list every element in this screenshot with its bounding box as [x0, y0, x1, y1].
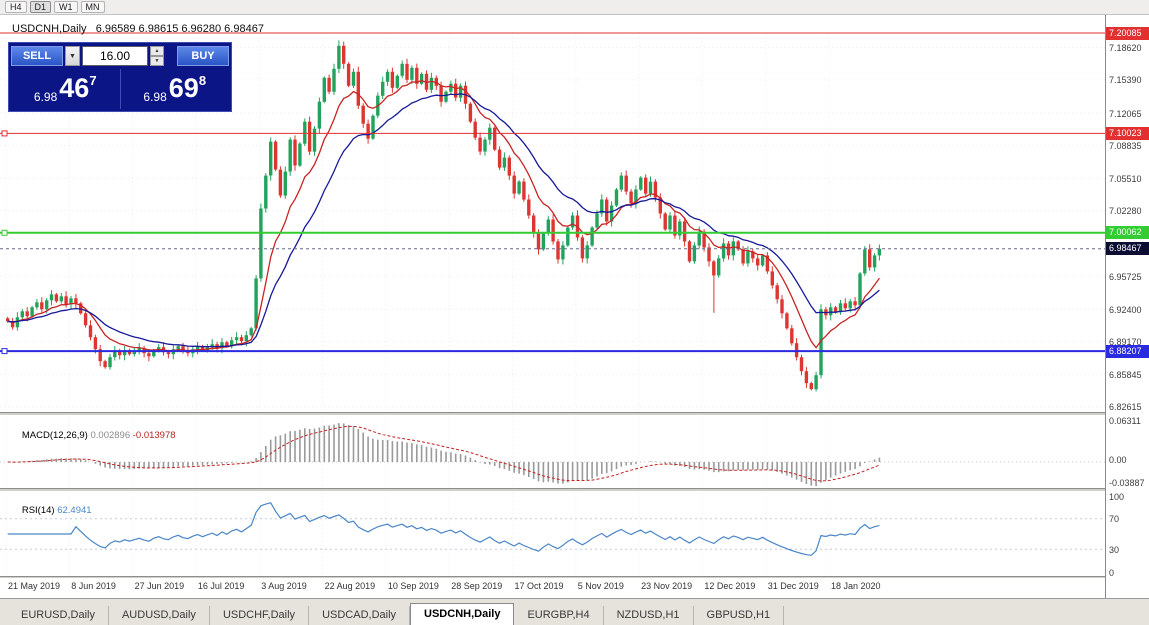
tab-nzdusd-h1[interactable]: NZDUSD,H1	[604, 606, 694, 625]
date-label: 5 Nov 2019	[577, 581, 624, 591]
bid-big-digits: 46	[59, 73, 90, 103]
volume-input[interactable]	[82, 46, 148, 66]
volume-down-button[interactable]: ▼	[150, 56, 164, 66]
price-chart-canvas	[0, 15, 1105, 598]
date-label: 17 Oct 2019	[514, 581, 564, 591]
rsi-axis-label: 30	[1109, 544, 1120, 555]
date-label: 23 Nov 2019	[641, 581, 693, 591]
bid-price-display: 6.98 46 7	[11, 69, 121, 109]
ask-big-digits: 69	[168, 73, 199, 103]
rsi-axis-label: 0	[1109, 567, 1115, 578]
date-label: 8 Jun 2019	[71, 581, 116, 591]
timeframe-button-h4[interactable]: H4	[5, 1, 27, 13]
trade-dropdown-button[interactable]: ▼	[65, 46, 80, 66]
timeframe-button-d1[interactable]: D1	[29, 1, 52, 13]
date-label: 31 Dec 2019	[767, 581, 819, 591]
price-tick: 7.18620	[1109, 43, 1142, 54]
trade-controls-row: SELL ▼ ▲ ▼ BUY	[11, 45, 229, 67]
ask-prefix: 6.98	[143, 90, 167, 104]
price-tick: 7.15390	[1109, 75, 1142, 86]
tab-usdchf-daily[interactable]: USDCHF,Daily	[210, 606, 310, 625]
price-tick: 7.02280	[1109, 206, 1142, 217]
timeframe-button-mn[interactable]: MN	[80, 1, 105, 13]
timeframe-button-w1[interactable]: W1	[54, 1, 78, 13]
tab-gbpusd-h1[interactable]: GBPUSD,H1	[694, 606, 785, 625]
volume-stepper: ▲ ▼	[150, 46, 164, 66]
buy-button[interactable]: BUY	[177, 46, 229, 66]
sell-button[interactable]: SELL	[11, 46, 63, 66]
price-tick: 7.12065	[1109, 108, 1142, 119]
price-tick: 6.95725	[1109, 271, 1142, 282]
current-price-badge: 6.98467	[1106, 242, 1149, 256]
date-label: 21 May 2019	[8, 581, 61, 591]
date-label: 3 Aug 2019	[261, 581, 307, 591]
timeframe-toolbar: H4 D1 W1 MN	[0, 0, 1149, 15]
trade-price-row: 6.98 46 7 6.98 69 8	[11, 69, 229, 109]
macd-axis-label: -0.03887	[1109, 478, 1145, 488]
date-label: 12 Dec 2019	[704, 581, 756, 591]
macd-axis-label: 0.06311	[1109, 416, 1141, 426]
date-label: 28 Sep 2019	[451, 581, 503, 591]
price-tick: 6.92400	[1109, 304, 1142, 315]
date-label: 10 Sep 2019	[387, 581, 439, 591]
macd-label: MACD(12,26,9) 0.002896 -0.013978	[21, 430, 176, 441]
ask-price-display: 6.98 69 8	[121, 69, 230, 109]
date-label: 27 Jun 2019	[134, 581, 185, 591]
price-tick: 6.85845	[1109, 370, 1142, 381]
macd-axis-label: 0.00	[1109, 455, 1127, 465]
one-click-trading-panel: SELL ▼ ▲ ▼ BUY 6.98 46 7 6.98	[8, 42, 232, 112]
hline-price-badge: 6.88207	[1106, 344, 1149, 358]
chart-tabs-bar: EURUSD,Daily AUDUSD,Daily USDCHF,Daily USDC…	[0, 598, 1149, 625]
chevron-down-icon: ▼	[69, 52, 76, 60]
bid-prefix: 6.98	[33, 90, 58, 104]
date-label: 18 Jan 2020	[831, 581, 881, 591]
price-tick: 6.89170	[1109, 337, 1142, 348]
rsi-axis-label: 70	[1109, 514, 1120, 525]
tab-usdcnh-daily[interactable]: USDCNH,Daily	[410, 603, 515, 625]
tab-eurusd-daily[interactable]: EURUSD,Daily	[8, 606, 109, 625]
hline-price-badge: 7.10023	[1106, 126, 1149, 140]
tab-usdcad-daily[interactable]: USDCAD,Daily	[309, 606, 411, 625]
ask-pip-digit: 8	[198, 73, 207, 88]
chart-ohlc-title: USDCNH,Daily 6.96589 6.98615 6.96280 6.9…	[12, 23, 264, 35]
rsi-label: RSI(14) 62.4941	[21, 505, 92, 516]
bid-pip-digit: 7	[89, 73, 97, 88]
date-label: 16 Jul 2019	[197, 581, 245, 591]
price-tick: 6.82615	[1109, 402, 1142, 413]
date-axis: 21 May 2019 8 Jun 2019 27 Jun 2019 16 Jul 2…	[0, 578, 1105, 598]
price-axis: 7.18620 7.15390 7.12065 7.08835 7.05510 7.022…	[1105, 15, 1149, 598]
hline-price-badge: 7.00062	[1106, 226, 1149, 240]
volume-up-button[interactable]: ▲	[150, 46, 164, 56]
chart-plot[interactable]: USDCNH,Daily 6.96589 6.98615 6.96280 6.9…	[0, 15, 1105, 598]
tab-audusd-daily[interactable]: AUDUSD,Daily	[109, 606, 210, 625]
tab-eurgbp-h4[interactable]: EURGBP,H4	[514, 606, 604, 625]
price-tick: 7.08835	[1109, 140, 1142, 151]
rsi-axis-label: 100	[1109, 491, 1125, 502]
date-label: 22 Aug 2019	[324, 581, 376, 591]
price-tick: 7.05510	[1109, 173, 1142, 184]
hline-price-badge: 7.20085	[1106, 26, 1149, 40]
